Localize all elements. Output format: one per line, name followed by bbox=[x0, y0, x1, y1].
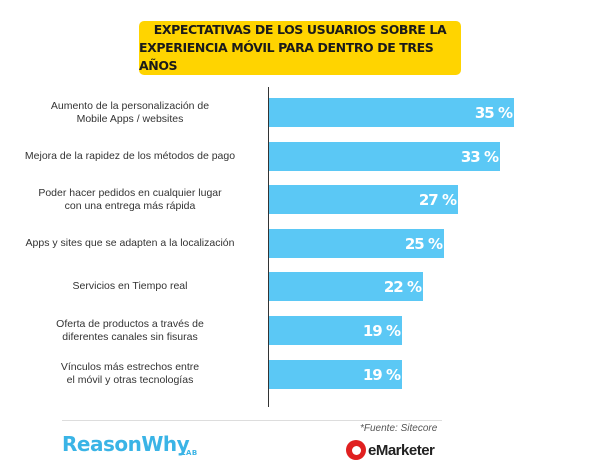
category-label: Vínculos más estrechos entre el móvil y o… bbox=[5, 361, 255, 387]
category-label-line: el móvil y otras tecnologías bbox=[66, 374, 194, 387]
footer-divider bbox=[62, 420, 442, 421]
emarketer-logo-icon bbox=[346, 440, 366, 460]
bar-value-label: 22 % bbox=[383, 278, 422, 297]
category-label-line: diferentes canales sin fisuras bbox=[62, 330, 198, 343]
bar bbox=[269, 98, 514, 127]
category-label-line: Mejora de la rapidez de los métodos de p… bbox=[24, 149, 236, 162]
chart-title-line-1: EXPECTATIVAS DE LOS USUARIOS SOBRE LA bbox=[153, 22, 447, 37]
bar bbox=[269, 316, 402, 345]
reasonwhy-logo-sub: LAB bbox=[181, 449, 198, 457]
bar bbox=[269, 185, 458, 215]
bar-value-label: 27 % bbox=[418, 191, 457, 210]
category-label: Apps y sites que se adapten a la localiz… bbox=[5, 237, 255, 250]
category-label-line: Oferta de productos a través de bbox=[56, 317, 204, 330]
category-label-line: Servicios en Tiempo real bbox=[72, 280, 188, 293]
category-label-line: Aumento de la personalización de bbox=[50, 99, 210, 112]
category-label: Mejora de la rapidez de los métodos de p… bbox=[5, 150, 255, 163]
category-label: Servicios en Tiempo real bbox=[5, 280, 255, 293]
category-label-line: Mobile Apps / websites bbox=[76, 112, 184, 125]
emarketer-logo-text: eMarketer bbox=[368, 441, 435, 459]
source-note: *Fuente: Sitecore bbox=[360, 423, 438, 434]
bar-value-label: 35 % bbox=[474, 104, 513, 122]
reasonwhy-logo: ReasonWhy bbox=[62, 432, 190, 456]
category-label-line: Vínculos más estrechos entre bbox=[60, 361, 200, 374]
bar bbox=[269, 272, 423, 302]
category-label-line: Apps y sites que se adapten a la localiz… bbox=[25, 236, 235, 249]
category-label-line: con una entrega más rápida bbox=[64, 199, 196, 212]
chart-title-line-2: EXPERIENCIA MÓVIL PARA DENTRO DE TRES AÑ… bbox=[139, 40, 434, 73]
bar-value-label: 19 % bbox=[362, 322, 401, 340]
bar bbox=[269, 359, 402, 389]
category-label-line: Poder hacer pedidos en cualquier lugar bbox=[38, 186, 222, 199]
bar-value-label: 19 % bbox=[362, 365, 401, 384]
bar-value-label: 33 % bbox=[460, 147, 499, 166]
y-axis-line bbox=[268, 87, 269, 407]
category-label: Aumento de la personalización de Mobile A… bbox=[5, 100, 255, 126]
category-label: Poder hacer pedidos en cualquier lugar co… bbox=[5, 187, 255, 213]
chart-title-box: EXPECTATIVAS DE LOS USUARIOS SOBRE LA EX… bbox=[139, 21, 461, 75]
category-label: Oferta de productos a través de diferente… bbox=[5, 318, 255, 344]
bar bbox=[269, 141, 500, 171]
bar-value-label: 25 % bbox=[404, 234, 443, 253]
bar bbox=[269, 228, 444, 258]
emarketer-logo: eMarketer bbox=[346, 440, 435, 460]
